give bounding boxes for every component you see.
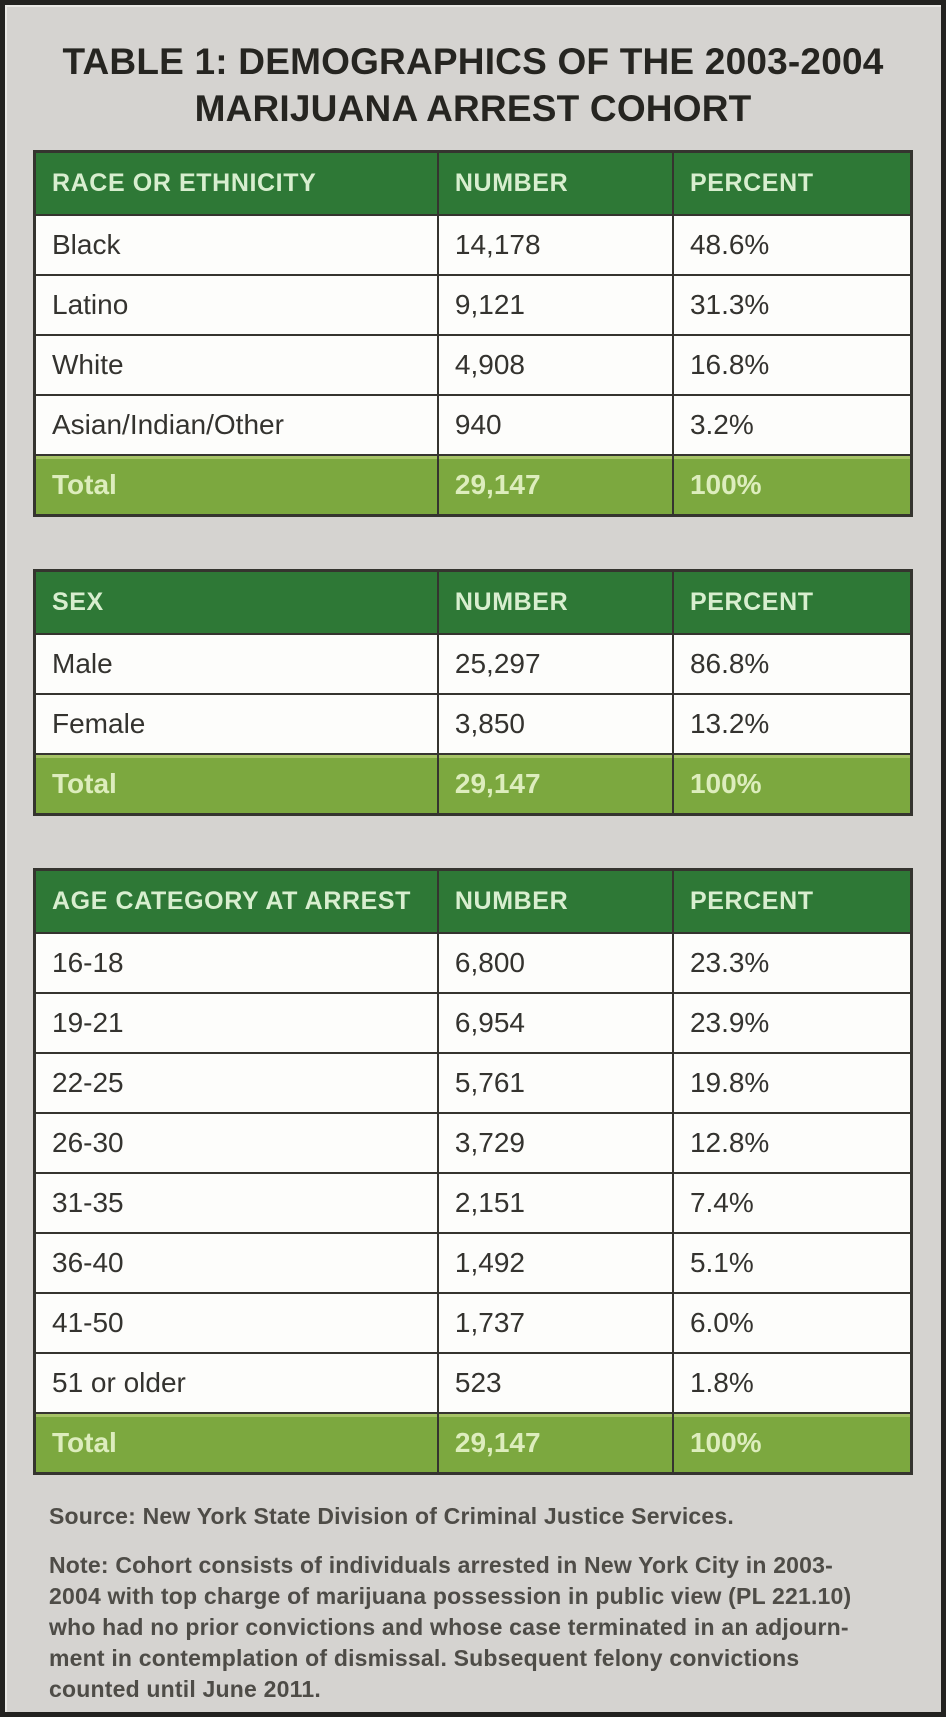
page-title-line1: TABLE 1: DEMOGRAPHICS OF THE 2003-2004 [62,41,884,82]
number-cell: 5,761 [436,1052,674,1115]
number-cell: 6,954 [436,992,674,1055]
race-ethnicity-table: RACE OR ETHNICITY NUMBER PERCENT Black 1… [33,150,913,518]
number-cell: 25,297 [436,633,674,696]
table-row: 31-35 2,151 7.4% [33,1172,913,1235]
number-cell: 940 [436,394,674,457]
table-row: Asian/Indian/Other 940 3.2% [33,394,913,457]
table-gap [33,517,913,569]
percent-cell: 23.3% [671,932,913,995]
category-cell: Female [33,693,439,756]
sex-table: SEX NUMBER PERCENT Male 25,297 86.8% Fem… [33,569,913,817]
table-row: White 4,908 16.8% [33,334,913,397]
percent-cell: 48.6% [671,214,913,277]
percent-cell: 19.8% [671,1052,913,1115]
table-row: Male 25,297 86.8% [33,633,913,696]
source-note: Source: New York State Division of Crimi… [49,1503,734,1530]
table-row: Black 14,178 48.6% [33,214,913,277]
category-cell: 36-40 [33,1232,439,1295]
table-row: 51 or older 523 1.8% [33,1352,913,1415]
table-row: 26-30 3,729 12.8% [33,1112,913,1175]
table-row: Female 3,850 13.2% [33,693,913,756]
age-category-table: AGE CATEGORY AT ARREST NUMBER PERCENT 16… [33,868,913,1476]
table-row: 36-40 1,492 5.1% [33,1232,913,1295]
header-row: AGE CATEGORY AT ARREST NUMBER PERCENT [33,868,913,935]
number-column-header: NUMBER [436,150,674,217]
number-column-header: NUMBER [436,569,674,636]
percent-cell: 1.8% [671,1352,913,1415]
total-number-cell: 29,147 [436,454,674,517]
table-row: Latino 9,121 31.3% [33,274,913,337]
percent-cell: 6.0% [671,1292,913,1355]
footer: Source: New York State Division of Crimi… [49,1503,901,1705]
number-cell: 3,850 [436,693,674,756]
total-label-cell: Total [33,454,439,517]
category-cell: 26-30 [33,1112,439,1175]
category-cell: White [33,334,439,397]
number-cell: 9,121 [436,274,674,337]
category-cell: Latino [33,274,439,337]
total-row: Total 29,147 100% [33,454,913,517]
number-cell: 2,151 [436,1172,674,1235]
page-title-line2: MARIJUANA ARREST COHORT [194,87,752,129]
table-row: 16-18 6,800 23.3% [33,932,913,995]
total-percent-cell: 100% [671,1412,913,1475]
percent-cell: 86.8% [671,633,913,696]
cohort-note-line: 2004 with top charge of marijuana posses… [49,1583,852,1610]
cohort-note: Note: Cohort consists of individuals arr… [49,1550,901,1705]
table-gap [33,816,913,868]
total-percent-cell: 100% [671,753,913,816]
category-cell: 19-21 [33,992,439,1055]
cohort-note-line: ment in contemplation of dismissal. Subs… [49,1645,800,1672]
number-cell: 6,800 [436,932,674,995]
number-cell: 1,737 [436,1292,674,1355]
percent-column-header: PERCENT [671,868,913,935]
percent-cell: 5.1% [671,1232,913,1295]
number-cell: 523 [436,1352,674,1415]
total-row: Total 29,147 100% [33,753,913,816]
table-row: 22-25 5,761 19.8% [33,1052,913,1115]
percent-cell: 13.2% [671,693,913,756]
percent-column-header: PERCENT [671,569,913,636]
number-cell: 3,729 [436,1112,674,1175]
number-cell: 4,908 [436,334,674,397]
percent-cell: 16.8% [671,334,913,397]
number-cell: 1,492 [436,1232,674,1295]
cohort-note-line: counted until June 2011. [49,1676,321,1703]
percent-cell: 23.9% [671,992,913,1055]
category-cell: 16-18 [33,932,439,995]
total-label-cell: Total [33,1412,439,1475]
category-column-header: RACE OR ETHNICITY [33,150,439,217]
category-cell: 41-50 [33,1292,439,1355]
category-cell: Black [33,214,439,277]
total-percent-cell: 100% [671,454,913,517]
number-column-header: NUMBER [436,868,674,935]
category-cell: 22-25 [33,1052,439,1115]
total-number-cell: 29,147 [436,1412,674,1475]
table-row: 19-21 6,954 23.9% [33,992,913,1055]
total-number-cell: 29,147 [436,753,674,816]
number-cell: 14,178 [436,214,674,277]
category-cell: Asian/Indian/Other [33,394,439,457]
percent-cell: 7.4% [671,1172,913,1235]
total-row: Total 29,147 100% [33,1412,913,1475]
cohort-note-line: who had no prior convictions and whose c… [49,1614,849,1641]
header-row: RACE OR ETHNICITY NUMBER PERCENT [33,150,913,217]
page-title: TABLE 1: DEMOGRAPHICS OF THE 2003-2004 M… [33,39,913,132]
total-label-cell: Total [33,753,439,816]
percent-cell: 31.3% [671,274,913,337]
table-row: 41-50 1,737 6.0% [33,1292,913,1355]
category-cell: Male [33,633,439,696]
percent-column-header: PERCENT [671,150,913,217]
cohort-note-line: Note: Cohort consists of individuals arr… [49,1552,834,1579]
category-cell: 51 or older [33,1352,439,1415]
category-column-header: AGE CATEGORY AT ARREST [33,868,439,935]
percent-cell: 3.2% [671,394,913,457]
percent-cell: 12.8% [671,1112,913,1175]
category-cell: 31-35 [33,1172,439,1235]
header-row: SEX NUMBER PERCENT [33,569,913,636]
category-column-header: SEX [33,569,439,636]
